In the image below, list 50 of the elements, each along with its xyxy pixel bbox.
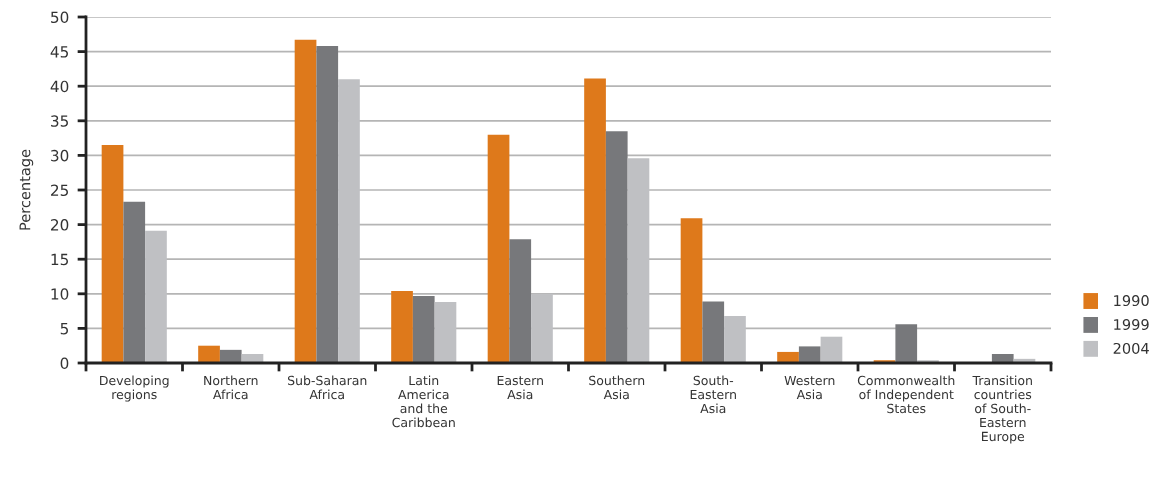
bar: [820, 336, 843, 363]
y-tick-label: 50: [51, 11, 69, 24]
x-tick-label: Sub-Saharan Africa: [287, 375, 367, 400]
y-axis-title: Percentage: [19, 149, 34, 230]
bar: [991, 354, 1014, 363]
x-tick-label: Transition countries of South- Eastern Europe: [972, 375, 1032, 444]
bar: [123, 201, 146, 363]
x-tick-label: Western Asia: [784, 375, 835, 400]
y-tick-label: 35: [51, 115, 68, 127]
bar: [605, 131, 628, 363]
x-tick-label: Developing regions: [100, 375, 169, 402]
bar: [895, 324, 918, 363]
x-tick-label: Latin America and the Caribbean: [392, 375, 455, 428]
bar: [584, 78, 606, 363]
x-tick-label: Southern Asia: [589, 375, 645, 400]
bar: [509, 239, 532, 363]
bar: [434, 302, 457, 363]
bar: [412, 295, 435, 363]
bar: [294, 39, 317, 363]
y-tick-label: 15: [51, 253, 68, 266]
y-tick-label: 10: [51, 288, 69, 300]
legend-label: 1999: [1114, 318, 1149, 331]
bar: [101, 145, 124, 363]
y-tick-label: 30: [51, 149, 69, 162]
bar: [338, 79, 360, 363]
bar: [198, 345, 220, 363]
bar: [391, 291, 413, 363]
bar: [531, 293, 553, 363]
x-tick-label: Eastern Asia: [497, 375, 543, 400]
y-tick-label: 25: [51, 184, 68, 197]
bar: [680, 218, 703, 363]
y-tick-label: 45: [50, 46, 68, 58]
x-tick-label: Commonwealth of Independent States: [857, 375, 955, 414]
y-tick-label: 0: [60, 357, 69, 370]
x-tick-label: Northern Africa: [204, 375, 258, 400]
legend-label: 1990: [1114, 295, 1149, 307]
bar: [145, 230, 167, 363]
bar: [777, 351, 799, 363]
bar: [724, 315, 746, 363]
y-tick-label: 20: [51, 219, 69, 231]
bar: [798, 346, 821, 363]
x-tick-label: South- Eastern Asia: [690, 375, 736, 414]
y-tick-label: 5: [60, 323, 68, 335]
bar: [219, 349, 242, 363]
bar: [627, 158, 650, 363]
y-tick-label: 40: [50, 80, 69, 93]
legend-label: 2004: [1113, 342, 1149, 354]
bar: [487, 134, 510, 363]
bar: [316, 46, 339, 363]
bar: [702, 301, 725, 363]
